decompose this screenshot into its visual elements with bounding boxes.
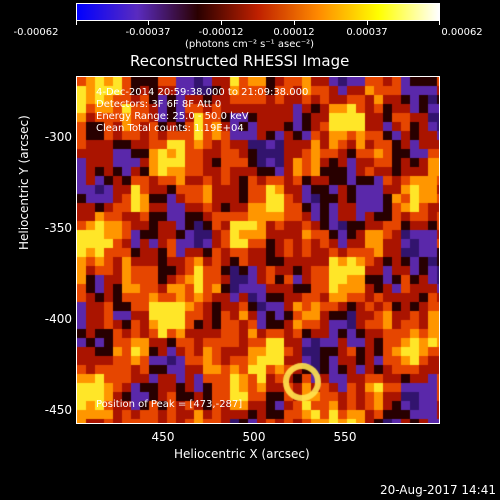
colorbar-tick — [148, 21, 149, 25]
colorbar — [76, 3, 440, 21]
x-tick-label: 450 — [152, 431, 175, 443]
y-axis-label: Heliocentric Y (arcsec) — [18, 115, 30, 250]
colorbar-tick — [221, 21, 222, 25]
energy-range: Energy Range: 25.0 - 50.0 keV — [96, 112, 249, 122]
x-axis-label: Heliocentric X (arcsec) — [174, 448, 310, 460]
colorbar-tick-label: -0.00012 — [199, 28, 244, 38]
colorbar-tick-label: 0.00012 — [273, 28, 314, 38]
colorbar-tick-label: 0.00062 — [441, 28, 482, 38]
colorbar-tick-label: 0.00037 — [346, 28, 387, 38]
peak-position: Position of Peak = [473,-287] — [96, 400, 242, 410]
x-tick-label: 550 — [334, 431, 357, 443]
clean-counts: Clean Total counts: 1.19E+04 — [96, 124, 244, 134]
colorbar-units: (photons cm⁻² s⁻¹ asec⁻²) — [185, 40, 314, 50]
colorbar-tick — [439, 21, 440, 25]
colorbar-tick — [294, 21, 295, 25]
colorbar-tick — [367, 21, 368, 25]
detectors: Detectors: 3F 6F 8F Att 0 — [96, 100, 221, 110]
plot-title: Reconstructed RHESSI Image — [130, 54, 349, 69]
y-tick-label: -300 — [34, 131, 72, 143]
colorbar-tick-label: -0.00037 — [126, 28, 171, 38]
colorbar-tick — [76, 21, 77, 25]
time-range: 4-Dec-2014 20:59:38.000 to 21:09:38.000 — [96, 88, 308, 98]
x-tick-label: 500 — [243, 431, 266, 443]
y-tick-label: -450 — [34, 404, 72, 416]
y-tick-label: -350 — [34, 222, 72, 234]
colorbar-tick-label: -0.00062 — [14, 28, 59, 38]
y-tick-label: -400 — [34, 313, 72, 325]
render-timestamp: 20-Aug-2017 14:41 — [380, 484, 496, 496]
